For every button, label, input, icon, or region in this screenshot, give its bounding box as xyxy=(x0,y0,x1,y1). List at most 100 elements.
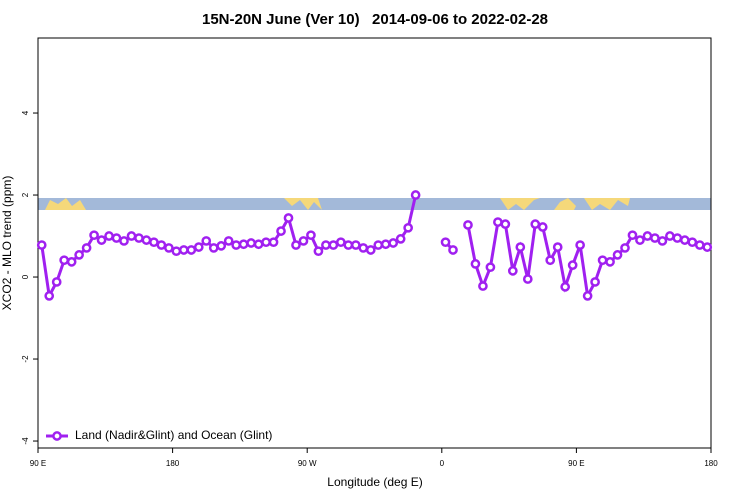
data-point xyxy=(672,233,683,243)
data-point xyxy=(268,237,279,248)
data-point xyxy=(126,231,137,241)
data-point xyxy=(597,255,608,266)
chart-title: 15N-20N June (Ver 10) 2014-09-06 to 2022… xyxy=(202,11,548,28)
x-tick-label: 180 xyxy=(704,459,718,468)
data-point xyxy=(679,235,690,245)
data-point xyxy=(493,217,503,227)
x-tick-label: 90 E xyxy=(568,459,584,468)
data-point xyxy=(575,240,585,250)
data-point xyxy=(96,235,107,245)
y-tick-label: -4 xyxy=(21,437,30,445)
data-point xyxy=(201,236,212,246)
data-point xyxy=(635,235,645,245)
data-point xyxy=(530,219,541,229)
data-point xyxy=(567,260,578,270)
data-point xyxy=(186,245,197,255)
data-point xyxy=(620,243,630,253)
data-point xyxy=(336,237,346,248)
data-point xyxy=(149,237,159,248)
y-tick-label: 4 xyxy=(21,110,30,115)
data-point xyxy=(328,240,339,250)
data-point xyxy=(365,245,376,255)
data-point xyxy=(582,291,593,301)
data-point xyxy=(193,242,204,252)
data-point xyxy=(650,233,660,243)
data-point xyxy=(358,243,369,253)
map-strip xyxy=(38,198,711,210)
data-point xyxy=(231,240,242,250)
data-point xyxy=(373,240,384,250)
data-point xyxy=(537,222,548,232)
data-point xyxy=(627,230,638,241)
data-point xyxy=(36,240,47,250)
data-point xyxy=(81,243,92,253)
data-point xyxy=(350,240,361,250)
y-tick-label: 2 xyxy=(21,192,30,197)
data-point xyxy=(470,259,481,269)
data-point xyxy=(545,255,556,266)
data-point xyxy=(141,235,152,245)
data-point xyxy=(694,240,705,250)
data-point xyxy=(298,236,309,246)
data-point xyxy=(74,250,84,260)
data-point xyxy=(522,274,533,284)
data-point xyxy=(395,234,406,244)
data-point xyxy=(283,213,294,223)
data-point xyxy=(380,239,391,250)
data-point xyxy=(478,281,488,291)
data-point xyxy=(216,241,227,251)
data-point xyxy=(665,231,675,241)
data-point xyxy=(306,230,316,241)
data-point xyxy=(66,257,77,267)
data-point xyxy=(208,243,219,253)
data-point xyxy=(104,231,114,241)
data-point xyxy=(291,240,301,250)
data-point xyxy=(657,236,668,246)
data-point xyxy=(605,257,615,267)
data-point xyxy=(560,282,571,292)
data-point xyxy=(642,231,653,241)
data-point xyxy=(223,236,234,246)
x-tick-label: 90 E xyxy=(30,459,46,468)
data-point xyxy=(89,230,99,241)
data-point xyxy=(276,226,286,236)
x-tick-label: 180 xyxy=(166,459,180,468)
y-tick-label: -2 xyxy=(21,355,30,363)
x-tick-label: 0 xyxy=(440,459,445,468)
data-point xyxy=(59,255,70,266)
data-point xyxy=(515,242,526,252)
data-point xyxy=(246,238,256,248)
data-point xyxy=(410,190,421,200)
legend-label: Land (Nadir&Glint) and Ocean (Glint) xyxy=(75,428,272,442)
data-point xyxy=(388,238,399,248)
data-point xyxy=(111,233,122,243)
data-point xyxy=(552,242,563,252)
data-point xyxy=(164,243,174,253)
data-point xyxy=(403,222,413,233)
data-point xyxy=(171,246,182,257)
data-point xyxy=(702,242,713,252)
data-point xyxy=(134,233,144,243)
data-point xyxy=(612,250,623,260)
data-point xyxy=(51,277,62,287)
data-point xyxy=(156,240,167,250)
x-tick-label: 90 W xyxy=(298,459,317,468)
data-point xyxy=(343,240,354,250)
data-point xyxy=(119,236,129,246)
data-point xyxy=(178,245,189,255)
data-point xyxy=(238,239,249,250)
legend-marker xyxy=(52,431,62,441)
data-point xyxy=(507,266,518,276)
data-point xyxy=(448,245,458,255)
data-point xyxy=(590,277,600,287)
data-point xyxy=(253,239,264,250)
data-point xyxy=(687,237,698,248)
y-tick-label: 0 xyxy=(21,274,30,279)
data-point xyxy=(500,219,511,229)
data-point xyxy=(261,237,271,248)
data-point xyxy=(440,237,451,248)
data-point xyxy=(44,291,55,301)
data-point xyxy=(485,262,496,273)
y-axis-label: XCO2 - MLO trend (ppm) xyxy=(0,176,14,311)
